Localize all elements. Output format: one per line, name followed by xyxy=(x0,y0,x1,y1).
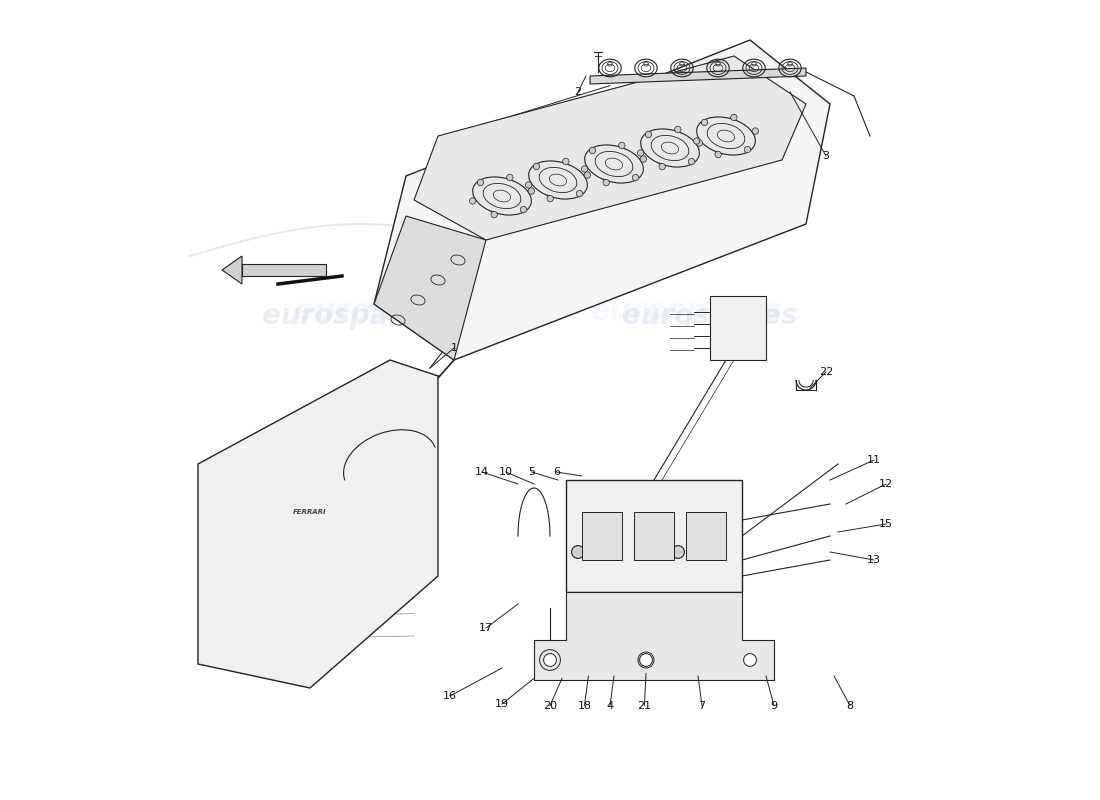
Text: 16: 16 xyxy=(443,691,456,701)
Text: 6: 6 xyxy=(553,467,560,477)
Circle shape xyxy=(526,182,531,188)
Text: 18: 18 xyxy=(578,701,592,710)
Circle shape xyxy=(563,158,569,165)
Circle shape xyxy=(744,654,757,666)
Circle shape xyxy=(590,147,596,154)
Circle shape xyxy=(693,138,700,144)
Text: 17: 17 xyxy=(478,623,493,633)
Polygon shape xyxy=(414,56,806,240)
Text: 7: 7 xyxy=(698,701,705,710)
Circle shape xyxy=(640,156,647,162)
Text: 20: 20 xyxy=(543,701,557,710)
Text: 8: 8 xyxy=(846,701,854,710)
Circle shape xyxy=(674,126,681,133)
Circle shape xyxy=(470,198,476,204)
Text: eurospares: eurospares xyxy=(294,298,486,326)
Circle shape xyxy=(528,188,535,194)
Text: 21: 21 xyxy=(637,701,651,710)
Circle shape xyxy=(752,128,759,134)
Text: 4: 4 xyxy=(606,701,614,710)
Text: 19: 19 xyxy=(495,699,509,709)
Circle shape xyxy=(715,151,722,158)
Circle shape xyxy=(632,174,639,181)
Text: 1: 1 xyxy=(451,343,458,353)
Polygon shape xyxy=(374,40,830,360)
Circle shape xyxy=(584,172,591,178)
Text: 9: 9 xyxy=(770,701,778,710)
Text: 13: 13 xyxy=(867,555,881,565)
Text: eurospares: eurospares xyxy=(590,298,783,326)
Circle shape xyxy=(730,114,737,121)
Text: FERRARI: FERRARI xyxy=(294,509,327,515)
Circle shape xyxy=(543,654,557,666)
Text: 12: 12 xyxy=(879,479,893,489)
Text: eurospares: eurospares xyxy=(623,302,798,330)
Polygon shape xyxy=(534,592,774,680)
Text: 22: 22 xyxy=(818,367,833,377)
Text: 15: 15 xyxy=(879,519,893,529)
Circle shape xyxy=(576,190,583,197)
Bar xyxy=(634,512,674,560)
Text: 10: 10 xyxy=(499,467,513,477)
Text: 3: 3 xyxy=(823,151,829,161)
Circle shape xyxy=(507,174,513,181)
Bar xyxy=(686,512,726,560)
Circle shape xyxy=(646,131,651,138)
Circle shape xyxy=(547,195,553,202)
Circle shape xyxy=(639,654,652,666)
Circle shape xyxy=(745,146,750,153)
Circle shape xyxy=(491,211,497,218)
Text: 2: 2 xyxy=(574,87,582,97)
Polygon shape xyxy=(374,216,486,360)
Polygon shape xyxy=(590,68,806,84)
Circle shape xyxy=(520,206,527,213)
Circle shape xyxy=(702,119,707,126)
Text: 14: 14 xyxy=(475,467,490,477)
Circle shape xyxy=(582,166,587,172)
Circle shape xyxy=(689,158,695,165)
Circle shape xyxy=(477,179,484,186)
Circle shape xyxy=(534,163,540,170)
Circle shape xyxy=(603,179,609,186)
Circle shape xyxy=(572,546,584,558)
Polygon shape xyxy=(242,264,326,276)
Circle shape xyxy=(659,163,666,170)
Bar xyxy=(582,512,621,560)
Circle shape xyxy=(637,150,644,156)
Polygon shape xyxy=(198,360,438,688)
Circle shape xyxy=(672,546,684,558)
Bar xyxy=(566,480,742,592)
Circle shape xyxy=(696,140,703,146)
Text: 5: 5 xyxy=(528,467,535,477)
Polygon shape xyxy=(222,256,242,284)
FancyBboxPatch shape xyxy=(710,296,766,360)
Text: 11: 11 xyxy=(867,455,881,465)
Circle shape xyxy=(618,142,625,149)
Text: eurospares: eurospares xyxy=(262,302,438,330)
